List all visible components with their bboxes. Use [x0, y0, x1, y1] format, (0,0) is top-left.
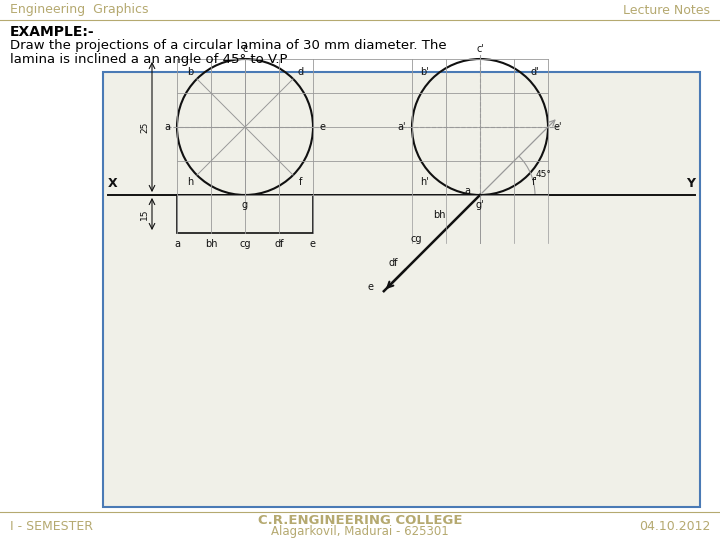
Text: bh: bh — [204, 239, 217, 249]
Bar — [103, 72, 700, 507]
Text: Engineering  Graphics: Engineering Graphics — [10, 3, 148, 17]
Text: 25: 25 — [140, 122, 149, 133]
Text: cg: cg — [239, 239, 251, 249]
Text: f': f' — [532, 177, 538, 187]
Text: g: g — [242, 200, 248, 210]
Text: c: c — [243, 44, 248, 54]
Text: Alagarkovil, Madurai - 625301: Alagarkovil, Madurai - 625301 — [271, 524, 449, 537]
Text: a: a — [164, 122, 170, 132]
Text: b': b' — [420, 67, 429, 77]
Text: df: df — [274, 239, 284, 249]
Text: c': c' — [476, 44, 484, 54]
Text: 15: 15 — [140, 208, 149, 220]
Text: I - SEMESTER: I - SEMESTER — [10, 519, 93, 532]
Text: C.R.ENGINEERING COLLEGE: C.R.ENGINEERING COLLEGE — [258, 514, 462, 526]
Text: df: df — [388, 258, 398, 268]
Bar — [177, 195, 313, 233]
Text: e: e — [320, 122, 326, 132]
Text: e': e' — [554, 122, 562, 132]
Text: h': h' — [420, 177, 429, 187]
Text: g': g' — [476, 200, 485, 210]
Text: EXAMPLE:-: EXAMPLE:- — [10, 25, 94, 39]
Text: e: e — [368, 282, 374, 292]
Text: bh: bh — [433, 210, 446, 220]
Text: a': a' — [397, 122, 406, 132]
Text: 04.10.2012: 04.10.2012 — [639, 519, 710, 532]
Text: 45°: 45° — [536, 170, 552, 179]
Text: a: a — [464, 186, 470, 196]
Text: cg: cg — [410, 234, 422, 244]
Text: f: f — [299, 177, 302, 187]
Text: Lecture Notes: Lecture Notes — [623, 3, 710, 17]
Text: X: X — [108, 177, 117, 190]
Text: Draw the projections of a circular lamina of 30 mm diameter. The: Draw the projections of a circular lamin… — [10, 39, 446, 52]
Text: e: e — [310, 239, 316, 249]
Text: lamina is inclined a an angle of 45° to V.P: lamina is inclined a an angle of 45° to … — [10, 52, 287, 65]
Text: Y: Y — [686, 177, 695, 190]
Text: h: h — [186, 177, 193, 187]
Text: b: b — [186, 67, 193, 77]
Text: a: a — [174, 239, 180, 249]
Text: d': d' — [531, 67, 539, 77]
Text: d: d — [297, 67, 303, 77]
